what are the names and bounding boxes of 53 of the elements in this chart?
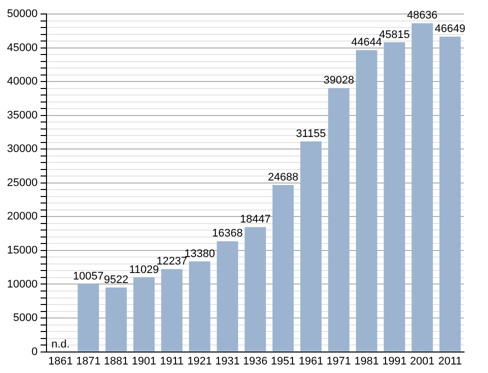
data-label: 39028 [323, 74, 354, 87]
y-tick-label: 15000 [6, 244, 38, 256]
x-tick-label: 1911 [160, 355, 184, 368]
x-tick-label: 1971 [326, 355, 352, 368]
x-tick-label: 1931 [215, 355, 240, 368]
bar [412, 23, 433, 352]
x-tick-label: 1961 [298, 355, 324, 368]
bar [272, 185, 294, 352]
data-label: 45815 [379, 28, 410, 41]
x-tick-label: 1881 [104, 355, 128, 368]
bar [244, 227, 266, 352]
y-tick-label: 25000 [6, 176, 38, 189]
y-tick-label: 35000 [6, 109, 38, 122]
y-tick-label: 10000 [6, 278, 38, 290]
bar [356, 50, 378, 352]
x-tick-label: 2001 [410, 355, 434, 368]
y-tick-label: 45000 [6, 42, 38, 54]
x-tick-label: 1951 [270, 355, 296, 368]
bar [328, 88, 350, 352]
x-tick-label: 1981 [354, 355, 379, 368]
y-tick-label: 5000 [13, 312, 38, 324]
data-label: 9522 [104, 274, 128, 286]
data-label: 44644 [351, 36, 382, 49]
bar [188, 261, 210, 352]
y-tick-label: 50000 [6, 8, 38, 20]
bar [216, 241, 238, 352]
data-label: 31155 [296, 128, 326, 140]
bar [106, 287, 127, 352]
bar [161, 269, 182, 352]
x-tick-label: 1991 [382, 355, 407, 368]
x-tick-label: 1921 [187, 355, 212, 368]
x-tick-label: 1901 [132, 355, 156, 368]
data-label: 11029 [129, 264, 159, 276]
y-tick-label: 0 [31, 346, 38, 358]
data-label: 48636 [406, 10, 438, 22]
y-tick-label: 30000 [6, 143, 38, 156]
x-tick-label: 1936 [243, 355, 268, 368]
bar [439, 36, 461, 352]
y-tick-label: 40000 [6, 76, 38, 88]
bar [133, 277, 155, 352]
data-label: 24688 [268, 172, 298, 184]
data-label: 18447 [240, 214, 271, 226]
x-tick-label: 1871 [76, 355, 101, 368]
data-label: 10057 [73, 270, 104, 282]
bar [300, 141, 322, 352]
text: n.d. [51, 338, 70, 350]
bar [384, 42, 406, 352]
data-label: 16368 [212, 228, 243, 240]
data-label: 46649 [434, 23, 466, 36]
x-tick-label: 2011 [438, 355, 462, 368]
x-tick-label: 1861 [48, 355, 73, 368]
y-tick-label: 20000 [6, 210, 38, 223]
bar [78, 284, 99, 352]
